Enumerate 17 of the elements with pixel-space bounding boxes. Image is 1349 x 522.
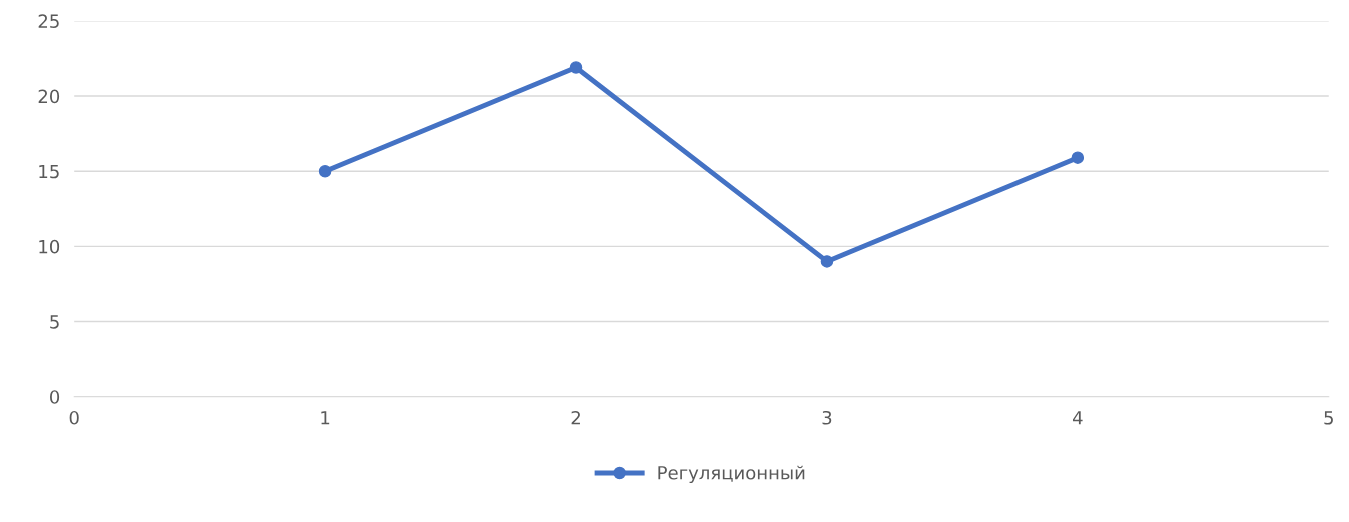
y-tick-label: 25 bbox=[38, 14, 59, 28]
x-tick-label: 0 bbox=[69, 410, 79, 425]
point bbox=[1071, 151, 1085, 164]
x-tick-label: 2 bbox=[571, 410, 580, 425]
y-tick-label: 10 bbox=[39, 239, 60, 254]
legend-label: Регуляционный bbox=[658, 465, 805, 484]
y-tick-label: 5 bbox=[50, 315, 59, 329]
x-tick-label: 4 bbox=[1072, 411, 1083, 425]
y-tick-label: 0 bbox=[50, 390, 60, 404]
y-tick-label: 20 bbox=[38, 89, 60, 104]
x-tick-label: 3 bbox=[822, 410, 832, 425]
x-tick-label: 1 bbox=[321, 411, 330, 425]
point bbox=[569, 61, 583, 74]
y-tick-label: 15 bbox=[39, 164, 59, 179]
point bbox=[318, 164, 332, 178]
x-tick-label: 5 bbox=[1324, 411, 1333, 425]
point bbox=[820, 255, 834, 268]
